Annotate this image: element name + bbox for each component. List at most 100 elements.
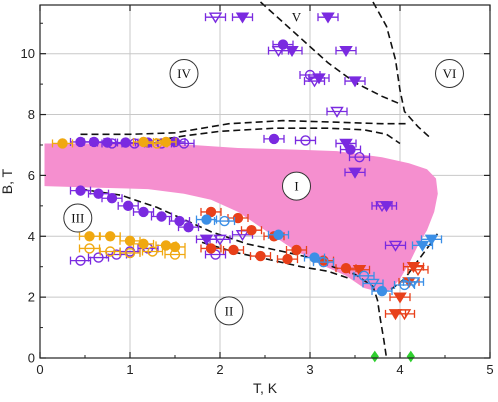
x-tick-label: 3 <box>306 362 313 377</box>
phase-boundary-line <box>156 127 401 145</box>
data-point <box>222 244 245 256</box>
data-point <box>294 135 317 146</box>
data-point <box>78 231 101 242</box>
x-axis-label: T, K <box>253 380 278 396</box>
svg-text:III: III <box>71 211 84 226</box>
svg-text:I: I <box>294 179 298 194</box>
region-label-i: I <box>282 171 311 201</box>
data-point <box>204 249 227 260</box>
data-point <box>213 215 236 227</box>
data-point <box>420 234 443 246</box>
region-label-vi: VI <box>435 58 464 88</box>
svg-text:VI: VI <box>443 66 457 81</box>
axis-ticks: 0 1 2 3 4 5 0 2 4 6 8 10 <box>21 5 494 377</box>
data-point <box>78 243 101 254</box>
data-point <box>132 136 155 148</box>
x-tick-label: 1 <box>126 362 133 377</box>
data-point <box>69 185 92 196</box>
data-point <box>402 277 425 289</box>
data-point <box>200 243 222 254</box>
x-tick-label: 5 <box>486 362 493 377</box>
data-point <box>132 238 155 250</box>
data-point <box>312 256 335 268</box>
phase-boundary-line <box>372 1 433 140</box>
data-point <box>384 240 407 252</box>
pink-region-I <box>44 143 438 293</box>
x-tick-label: 2 <box>216 362 223 377</box>
region-label-v: V <box>292 10 302 25</box>
phase-boundary-line <box>80 188 388 359</box>
phase-boundary-line <box>80 119 409 136</box>
data-point <box>393 309 416 321</box>
data-point <box>101 193 123 204</box>
y-axis-label: B, T <box>0 168 15 194</box>
region-label-iv: IV <box>169 58 199 88</box>
data-point <box>389 292 411 304</box>
data-point <box>344 167 366 179</box>
x-tick-label: 4 <box>396 362 403 377</box>
y-tick-label: 2 <box>28 290 35 305</box>
data-point <box>164 249 186 260</box>
data-point <box>406 350 415 363</box>
data-point <box>87 188 110 199</box>
data-point <box>335 45 357 57</box>
data-point <box>209 234 231 246</box>
data-point <box>317 12 339 24</box>
y-tick-label: 6 <box>28 168 35 183</box>
data-point <box>371 285 393 297</box>
data-point <box>146 138 168 149</box>
data-point <box>69 255 92 266</box>
data-point <box>276 253 299 265</box>
data-point <box>99 231 121 242</box>
data-point <box>348 151 371 163</box>
data-point <box>407 265 429 277</box>
y-tick-label: 8 <box>28 107 35 122</box>
data-point <box>249 250 272 262</box>
svg-text:II: II <box>225 303 234 318</box>
data-point <box>132 206 155 218</box>
data-point <box>177 221 200 233</box>
data-point <box>231 12 254 24</box>
data-point <box>204 12 227 24</box>
region-label-iii: III <box>63 203 93 233</box>
data-point <box>353 270 375 282</box>
data-point <box>101 138 123 149</box>
data-point <box>119 247 141 259</box>
data-point <box>51 138 74 149</box>
data-points <box>51 12 443 363</box>
data-point <box>87 252 110 263</box>
phase-boundary-line <box>259 1 401 105</box>
data-point <box>348 265 371 277</box>
y-tick-label: 4 <box>28 229 35 244</box>
data-point <box>164 241 186 253</box>
svg-text:V: V <box>292 10 302 25</box>
data-point <box>281 45 303 57</box>
data-point <box>267 229 290 240</box>
data-point <box>335 263 357 274</box>
data-point <box>155 136 177 148</box>
data-point <box>326 106 348 118</box>
data-point <box>303 76 326 88</box>
y-tick-label: 0 <box>28 351 35 366</box>
data-point <box>267 45 290 57</box>
y-tick-label: 10 <box>21 46 35 61</box>
x-tick-label: 0 <box>36 362 43 377</box>
data-point <box>240 224 263 236</box>
data-point <box>285 244 308 256</box>
data-point <box>195 214 218 225</box>
data-point <box>362 278 384 290</box>
svg-text:IV: IV <box>177 66 191 81</box>
data-point <box>173 138 195 149</box>
data-point <box>150 211 173 222</box>
data-point <box>117 200 139 212</box>
data-point <box>168 215 191 227</box>
data-point <box>344 76 366 88</box>
data-point <box>200 206 222 218</box>
data-point <box>263 133 285 145</box>
data-point <box>370 350 379 363</box>
data-point <box>335 138 357 150</box>
region-label-ii: II <box>214 296 244 326</box>
data-point <box>371 201 393 213</box>
